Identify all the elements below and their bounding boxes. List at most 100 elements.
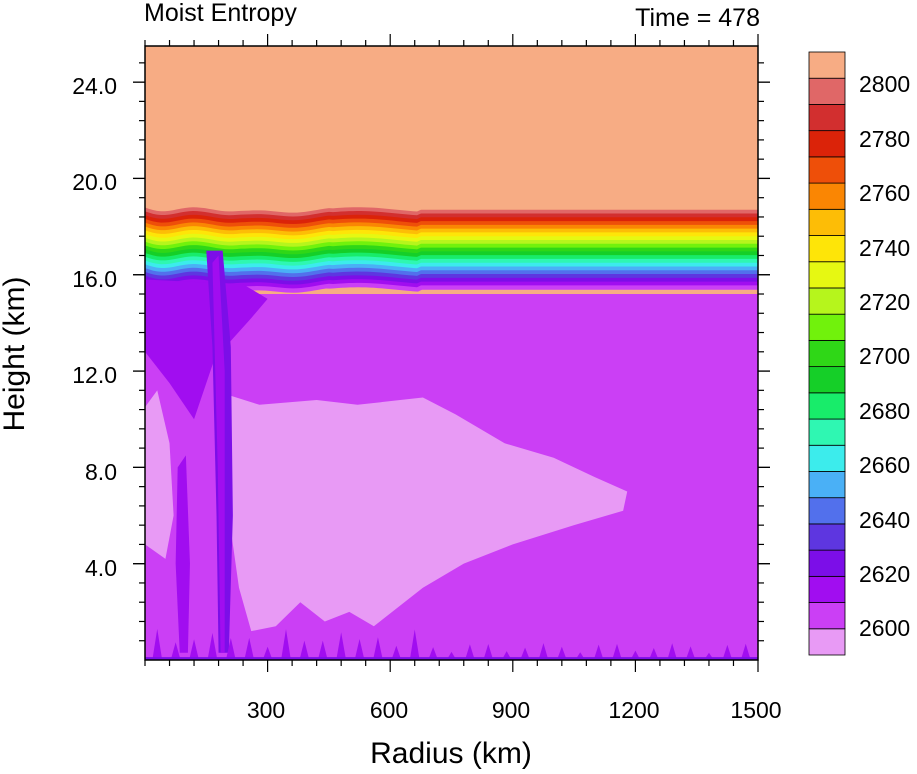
y-tick-label: 12.0 (72, 362, 117, 388)
contour-band (145, 279, 758, 289)
contour-region-boundary-layer (354, 639, 365, 660)
contour-band (145, 218, 758, 229)
colorbar-label: 2800 (859, 71, 910, 97)
x-tick-label: 1500 (730, 697, 781, 723)
colorbar-label: 2620 (859, 561, 910, 587)
y-tick-label: 4.0 (85, 555, 117, 581)
y-tick-label: 20.0 (72, 169, 117, 195)
y-tick-label: 24.0 (72, 73, 117, 99)
contour-region-boundary-layer (428, 647, 439, 660)
x-axis-label: Radius (km) (370, 737, 532, 770)
axis-ticks (133, 34, 770, 672)
y-tick-label: 8.0 (85, 459, 117, 485)
contour-region-boundary-layer (538, 643, 549, 660)
colorbar-swatch (808, 182, 846, 210)
contour-region-boundary-layer (207, 632, 218, 660)
colorbar-swatch (808, 104, 846, 132)
contour-region-boundary-layer (391, 645, 402, 660)
contour-band (145, 229, 758, 240)
contour-band-surface (145, 657, 758, 660)
colorbar-label: 2740 (859, 235, 910, 261)
colorbar-swatch (808, 208, 846, 236)
colorbar (808, 51, 846, 656)
contour-region-boundary-layer (722, 644, 733, 660)
colorbar-label: 2640 (859, 507, 910, 533)
colorbar-swatch (808, 523, 846, 551)
contour-band (145, 282, 758, 293)
colorbar-label: 2760 (859, 180, 910, 206)
contour-region-boundary-layer (336, 632, 347, 660)
colorbar-swatch (808, 418, 846, 446)
contour-region-boundary-layer (520, 647, 530, 660)
contour-region-boundary-layer (685, 646, 696, 660)
colorbar-swatch (808, 77, 846, 105)
contour-field (145, 46, 758, 660)
contour-band (145, 237, 758, 248)
contour-region-boundary-layer (612, 643, 622, 660)
contour-region-boundary-layer (740, 643, 751, 660)
colorbar-swatch (808, 261, 846, 289)
x-tick-label: 1200 (608, 697, 659, 723)
contour-region-eyewall (212, 255, 225, 653)
contour-band (145, 248, 758, 259)
colorbar-label: 2700 (859, 343, 910, 369)
colorbar-swatch (808, 313, 846, 341)
contour-region-boundary-layer (152, 628, 163, 660)
contour-band (145, 267, 758, 278)
colorbar-swatch (808, 602, 846, 630)
colorbar-label: 2660 (859, 452, 910, 478)
colorbar-swatch (808, 235, 846, 263)
contour-region-boundary-layer (189, 639, 199, 660)
contour-band (145, 226, 758, 236)
contour-region-boundary-layer (593, 644, 604, 660)
contour-region-boundary-layer (373, 637, 383, 660)
y-axis-label: Height (km) (0, 276, 31, 431)
colorbar-swatch (808, 628, 846, 656)
contour-band (145, 241, 758, 252)
colorbar-label: 2780 (859, 126, 910, 152)
colorbar-swatch (808, 51, 846, 79)
chart-title: Moist Entropy (144, 0, 297, 27)
x-tick-label: 300 (247, 697, 285, 723)
contour-band (145, 260, 758, 271)
contour-band (145, 207, 758, 218)
time-label: Time = 478 (635, 4, 760, 32)
contour-band (145, 271, 758, 282)
contour-region-boundary-layer (170, 642, 181, 660)
colorbar-swatch (808, 130, 846, 158)
colorbar-swatch (808, 339, 846, 368)
y-tick-label: 16.0 (72, 266, 117, 292)
colorbar-swatch (808, 287, 846, 315)
colorbar-swatch (808, 575, 846, 603)
contour-region-boundary-layer (464, 644, 475, 660)
contour-region-boundary-layer (317, 640, 328, 660)
contour-region-boundary-layer (225, 638, 236, 660)
contour-band (145, 233, 758, 244)
colorbar-swatch (808, 497, 846, 525)
contour-region-boundary-layer (409, 629, 420, 660)
contour-band (145, 211, 758, 221)
colorbar-label: 2720 (859, 289, 910, 315)
contour-region-inner-core (145, 279, 268, 420)
colorbar-swatch (808, 392, 846, 420)
contour-region-boundary-layer (667, 643, 678, 660)
contour-region-low (228, 395, 628, 632)
contour-region-boundary-layer (483, 644, 494, 660)
x-tick-label: 600 (370, 697, 408, 723)
contour-band (145, 256, 758, 267)
colorbar-swatch (808, 366, 846, 394)
colorbar-labels: 2600 2620 2640 2660 2680 2700 2720 2740 … (859, 71, 910, 641)
colorbar-label: 2680 (859, 398, 910, 424)
contour-region-low (145, 390, 174, 559)
contour-band (145, 275, 758, 286)
contour-band (145, 263, 758, 274)
contour-band (145, 245, 758, 255)
colorbar-swatch (808, 549, 846, 577)
contour-region-boundary-layer (281, 629, 291, 660)
contour-region-boundary-layer (648, 648, 659, 660)
contour-region-boundary-layer (262, 646, 273, 660)
colorbar-swatch (808, 471, 846, 499)
contour-band (145, 222, 758, 233)
contour-region-eyewall (175, 455, 190, 653)
